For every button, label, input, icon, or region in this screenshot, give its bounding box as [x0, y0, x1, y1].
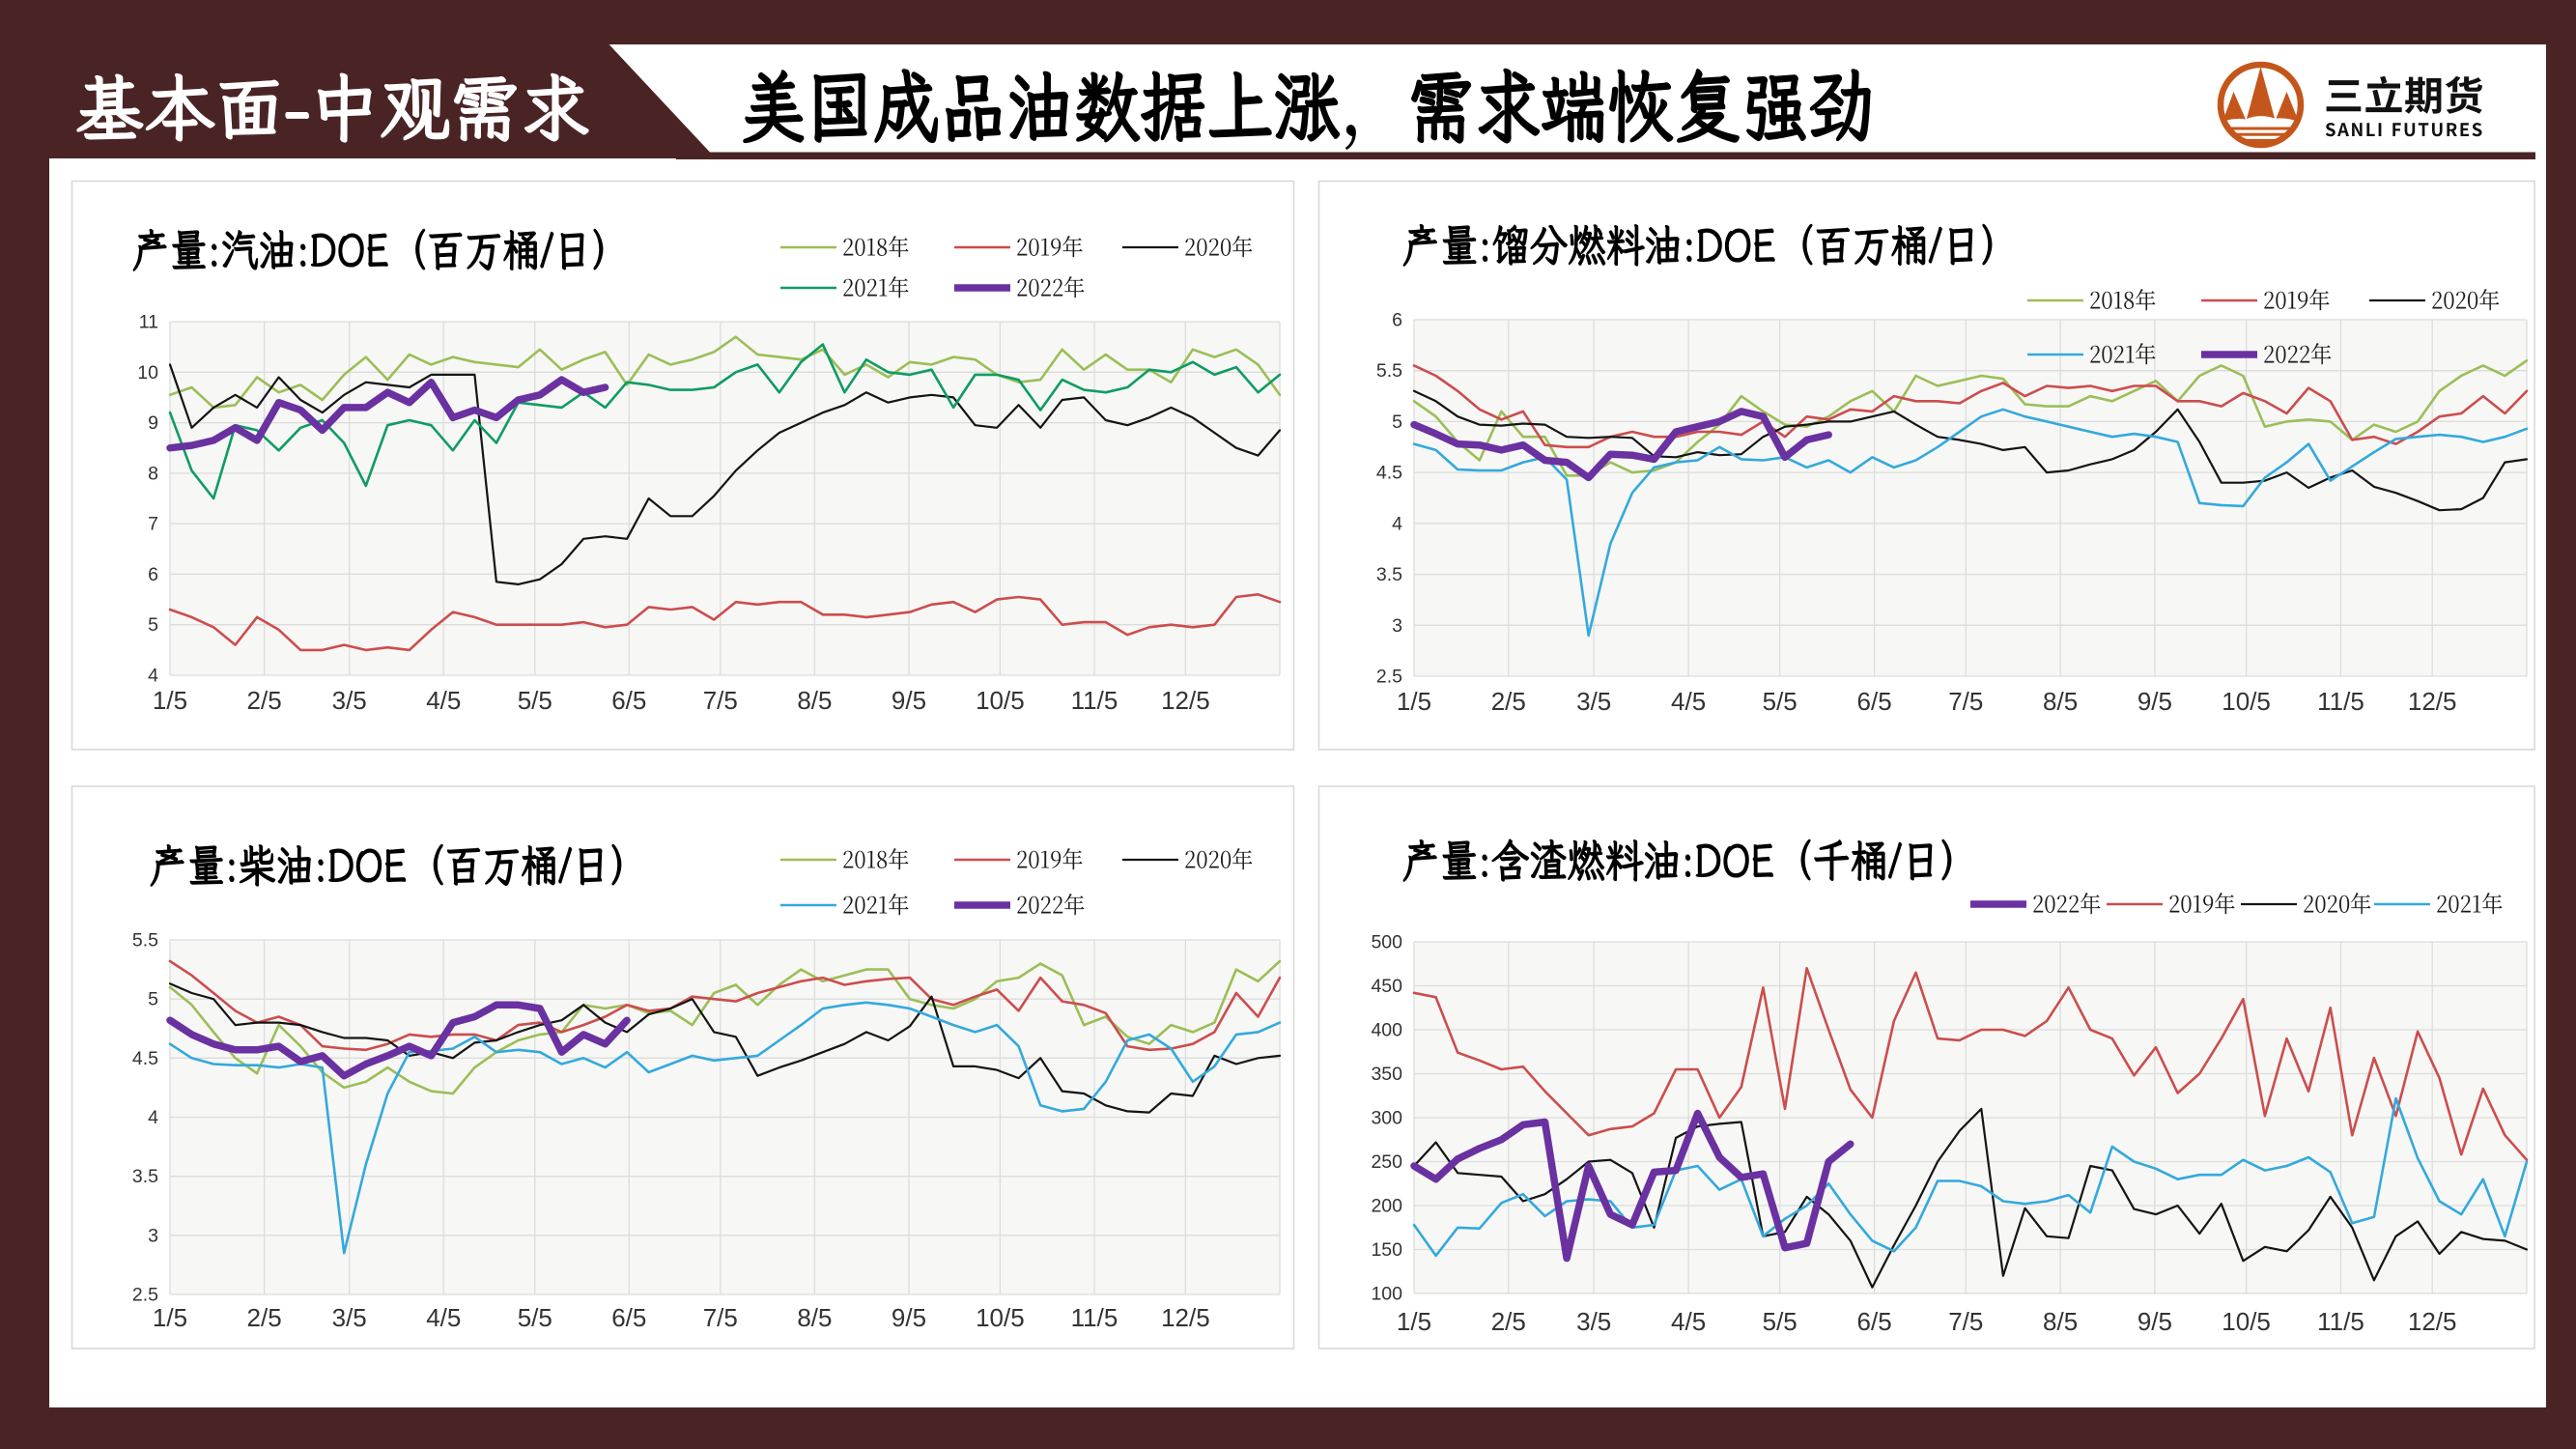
svg-text:7/5: 7/5 [703, 1303, 738, 1332]
svg-text:2/5: 2/5 [1491, 687, 1526, 716]
svg-text:2.5: 2.5 [1376, 667, 1402, 688]
svg-text:300: 300 [1371, 1108, 1402, 1129]
svg-text:1/5: 1/5 [1397, 687, 1431, 716]
svg-text:10/5: 10/5 [976, 1303, 1025, 1332]
svg-text:4.5: 4.5 [1376, 463, 1402, 484]
svg-text:6/5: 6/5 [611, 1303, 646, 1332]
svg-text:3.5: 3.5 [1376, 564, 1402, 585]
svg-text:5/5: 5/5 [1763, 1307, 1798, 1336]
svg-text:3: 3 [148, 1225, 158, 1246]
svg-text:5: 5 [148, 614, 158, 636]
svg-text:9/5: 9/5 [892, 686, 926, 715]
svg-text:6/5: 6/5 [1857, 687, 1892, 716]
svg-text:4/5: 4/5 [426, 1303, 461, 1332]
svg-text:3.5: 3.5 [132, 1166, 158, 1187]
svg-text:150: 150 [1371, 1239, 1402, 1261]
svg-text:4/5: 4/5 [426, 686, 461, 715]
svg-text:100: 100 [1371, 1284, 1402, 1305]
svg-text:9/5: 9/5 [2137, 1307, 2172, 1336]
svg-text:5.5: 5.5 [1376, 360, 1402, 382]
svg-text:3/5: 3/5 [332, 686, 367, 715]
svg-text:5/5: 5/5 [518, 1303, 552, 1332]
svg-text:10: 10 [137, 362, 158, 384]
svg-text:4: 4 [1392, 513, 1402, 534]
svg-text:11/5: 11/5 [1071, 686, 1118, 715]
svg-text:11/5: 11/5 [2317, 1307, 2364, 1336]
svg-text:3/5: 3/5 [1576, 1307, 1611, 1336]
svg-text:11/5: 11/5 [1071, 1303, 1118, 1332]
svg-text:12/5: 12/5 [1161, 1303, 1210, 1332]
svg-text:7: 7 [148, 514, 158, 535]
svg-text:7/5: 7/5 [1948, 1307, 1983, 1336]
svg-text:1/5: 1/5 [1397, 1307, 1431, 1336]
svg-text:2/5: 2/5 [247, 686, 282, 715]
svg-text:1/5: 1/5 [153, 686, 187, 715]
svg-text:12/5: 12/5 [2408, 687, 2457, 716]
svg-text:11/5: 11/5 [2317, 687, 2364, 716]
svg-text:2.5: 2.5 [132, 1285, 158, 1306]
svg-text:2/5: 2/5 [247, 1303, 282, 1332]
svg-text:9/5: 9/5 [2137, 687, 2172, 716]
svg-text:4: 4 [148, 666, 158, 687]
svg-text:350: 350 [1371, 1064, 1402, 1085]
svg-text:7/5: 7/5 [1948, 687, 1983, 716]
svg-text:250: 250 [1371, 1151, 1402, 1173]
svg-text:4: 4 [148, 1107, 158, 1128]
svg-text:5/5: 5/5 [518, 686, 552, 715]
svg-text:12/5: 12/5 [2408, 1307, 2457, 1336]
svg-text:9/5: 9/5 [892, 1303, 926, 1332]
svg-text:8/5: 8/5 [797, 686, 832, 715]
svg-text:3/5: 3/5 [332, 1303, 367, 1332]
svg-text:6/5: 6/5 [611, 686, 646, 715]
svg-text:5.5: 5.5 [132, 930, 158, 952]
svg-text:450: 450 [1371, 976, 1402, 997]
svg-text:6: 6 [148, 564, 158, 585]
svg-text:6/5: 6/5 [1857, 1307, 1892, 1336]
svg-text:500: 500 [1371, 932, 1402, 953]
svg-text:6: 6 [1392, 310, 1402, 331]
svg-text:7/5: 7/5 [703, 686, 738, 715]
svg-text:4/5: 4/5 [1671, 1307, 1706, 1336]
svg-text:4.5: 4.5 [132, 1048, 158, 1069]
svg-text:9: 9 [148, 412, 158, 434]
svg-text:11: 11 [139, 312, 158, 333]
svg-text:5/5: 5/5 [1763, 687, 1798, 716]
svg-text:8: 8 [148, 463, 158, 484]
svg-text:10/5: 10/5 [976, 686, 1025, 715]
svg-text:8/5: 8/5 [2043, 687, 2078, 716]
svg-text:200: 200 [1371, 1196, 1402, 1217]
svg-text:8/5: 8/5 [797, 1303, 832, 1332]
svg-text:2/5: 2/5 [1491, 1307, 1526, 1336]
svg-text:3: 3 [1392, 615, 1402, 637]
svg-text:10/5: 10/5 [2222, 1307, 2271, 1336]
svg-text:3/5: 3/5 [1576, 687, 1611, 716]
svg-text:10/5: 10/5 [2222, 687, 2271, 716]
svg-text:8/5: 8/5 [2043, 1307, 2078, 1336]
svg-text:400: 400 [1371, 1020, 1402, 1041]
svg-text:12/5: 12/5 [1161, 686, 1210, 715]
svg-text:1/5: 1/5 [153, 1303, 187, 1332]
svg-text:4/5: 4/5 [1671, 687, 1706, 716]
svg-text:5: 5 [148, 989, 158, 1010]
svg-text:5: 5 [1392, 412, 1402, 433]
